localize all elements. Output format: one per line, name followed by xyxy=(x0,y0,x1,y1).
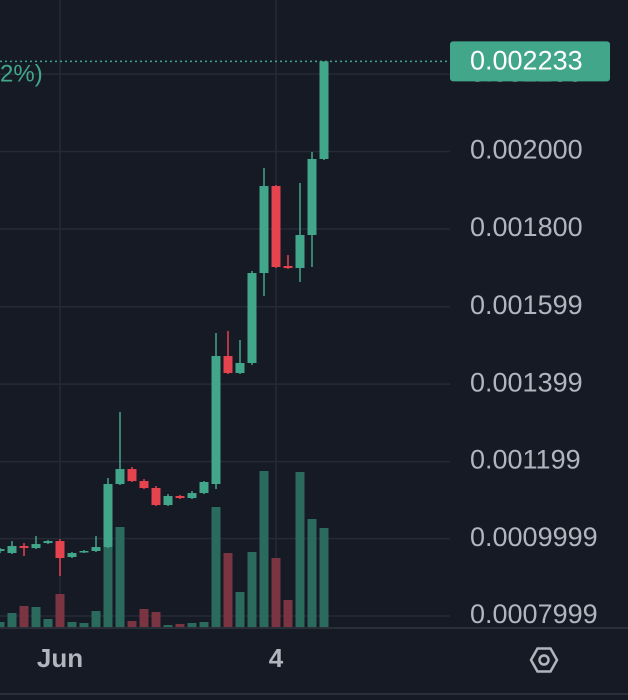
y-tick-label: 0.001599 xyxy=(470,290,583,320)
candle-body xyxy=(55,541,65,559)
volume-bar xyxy=(223,553,233,628)
volume-bar xyxy=(235,592,245,628)
volume-bar xyxy=(19,606,29,628)
candle-body xyxy=(91,547,101,552)
candle-body xyxy=(175,496,185,499)
candle-body xyxy=(187,493,197,499)
volume-bar xyxy=(79,623,89,628)
last-price-badge xyxy=(450,41,610,82)
x-tick-label: 4 xyxy=(269,643,284,673)
candle-body xyxy=(307,158,317,236)
candle-body xyxy=(247,273,257,363)
volume-bar xyxy=(139,609,149,628)
volume-bar xyxy=(31,607,41,628)
volume-bar xyxy=(0,622,5,628)
settings-button[interactable] xyxy=(529,647,559,673)
candle-body xyxy=(79,551,89,553)
candle-body xyxy=(151,488,161,506)
candle-body xyxy=(295,235,305,269)
volume-bar xyxy=(151,612,161,628)
settings-icon[interactable] xyxy=(529,647,559,673)
candle-body xyxy=(31,544,41,549)
y-tick-label: 0.002000 xyxy=(470,135,583,165)
volume-bar xyxy=(43,619,53,628)
volume-layer xyxy=(0,471,329,628)
candle-layer xyxy=(0,61,329,577)
y-tick-label: 0.0007999 xyxy=(470,599,598,629)
volume-bar xyxy=(55,594,65,628)
volume-bar xyxy=(67,622,77,628)
volume-bar xyxy=(319,528,329,628)
candle-body xyxy=(259,186,269,274)
volume-bar xyxy=(307,519,317,628)
candle-body xyxy=(0,549,5,552)
grid xyxy=(0,0,450,628)
candle-body xyxy=(7,546,17,554)
candle-body xyxy=(67,553,77,558)
volume-bar xyxy=(115,527,125,628)
volume-bar xyxy=(199,622,209,628)
candle-body xyxy=(199,482,209,494)
candle-body xyxy=(283,266,293,269)
volume-bar xyxy=(271,558,281,628)
candle-body xyxy=(223,356,233,374)
x-tick-label: Jun xyxy=(37,643,83,673)
settings-icon-center[interactable] xyxy=(538,654,550,666)
volume-bar xyxy=(91,611,101,628)
axis-layer: 0.0007999 0.0009999 0.001199 0.001399 0.0015… xyxy=(0,41,610,673)
candle-body xyxy=(319,61,329,159)
candle-body xyxy=(103,484,113,548)
volume-bar xyxy=(127,621,137,628)
status-fragment: 2%) xyxy=(0,60,43,87)
volume-bar xyxy=(247,552,257,628)
candle-body xyxy=(211,356,221,485)
candle-body xyxy=(271,186,281,268)
volume-bar xyxy=(187,623,197,628)
y-tick-label: 0.0009999 xyxy=(470,522,598,552)
volume-bar xyxy=(283,600,293,628)
volume-bar xyxy=(259,471,269,628)
candle-body xyxy=(115,469,125,485)
volume-bar xyxy=(7,613,17,628)
volume-bar xyxy=(295,472,305,628)
y-tick-label: 0.001199 xyxy=(470,445,581,475)
y-tick-label: 0.001399 xyxy=(470,367,583,397)
last-price-label: 0.002233 xyxy=(470,46,583,76)
candle-body xyxy=(235,362,245,374)
candle-body xyxy=(127,469,137,482)
candle-body xyxy=(19,546,29,549)
candle-body xyxy=(43,541,53,544)
volume-bar xyxy=(163,625,173,628)
y-tick-label: 0.001800 xyxy=(470,212,583,242)
volume-bar xyxy=(103,484,113,628)
candle-body xyxy=(139,481,149,489)
candle-body xyxy=(163,496,173,506)
volume-bar xyxy=(211,507,221,628)
volume-bar xyxy=(175,624,185,628)
